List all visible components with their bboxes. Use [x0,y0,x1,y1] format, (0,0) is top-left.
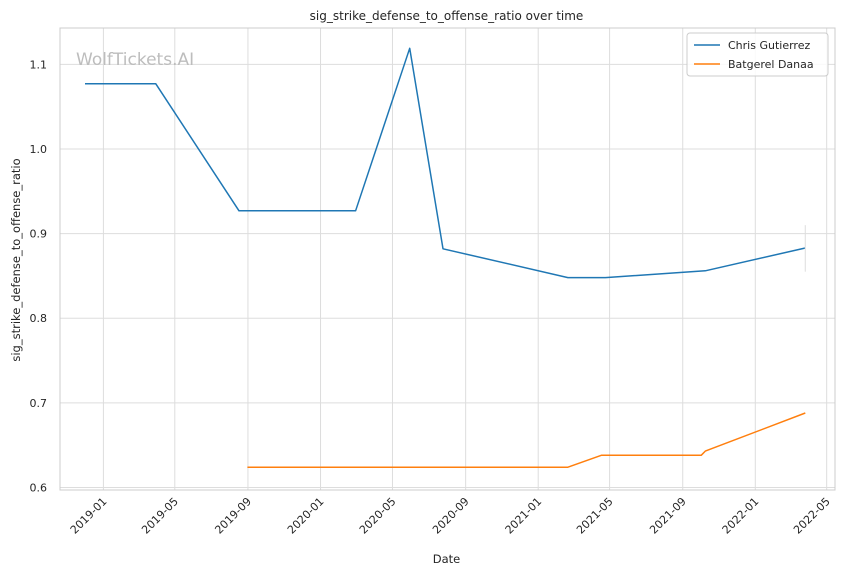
legend-box [686,32,829,77]
chart-title: sig_strike_defense_to_offense_ratio over… [310,9,584,23]
y-axis-title: sig_strike_defense_to_offense_ratio [9,158,23,361]
series-line-chris-gutierrez [85,47,806,279]
y-tick-label: 1.1 [30,58,48,71]
legend: Chris Gutierrez Batgerel Danaa [686,32,829,77]
series-line-batgerel-danaa [247,412,806,468]
watermark-text: WolfTickets.AI [76,50,194,70]
y-tick-label: 0.9 [30,228,48,241]
plot-frame [59,27,836,491]
x-axis-title: Date [433,552,461,566]
y-tick-label: 0.8 [30,312,48,325]
legend-label-chris-gutierrez: Chris Gutierrez [728,39,810,52]
legend-label-batgerel-danaa: Batgerel Danaa [728,58,814,71]
y-tick-label: 0.6 [30,481,48,494]
series-lines [85,47,806,468]
y-axis-ticks: 0.6 0.7 0.8 0.9 1.0 1.1 [30,58,48,494]
y-tick-label: 0.7 [30,397,48,410]
y-tick-label: 1.0 [30,143,48,156]
plot-area [60,28,835,490]
